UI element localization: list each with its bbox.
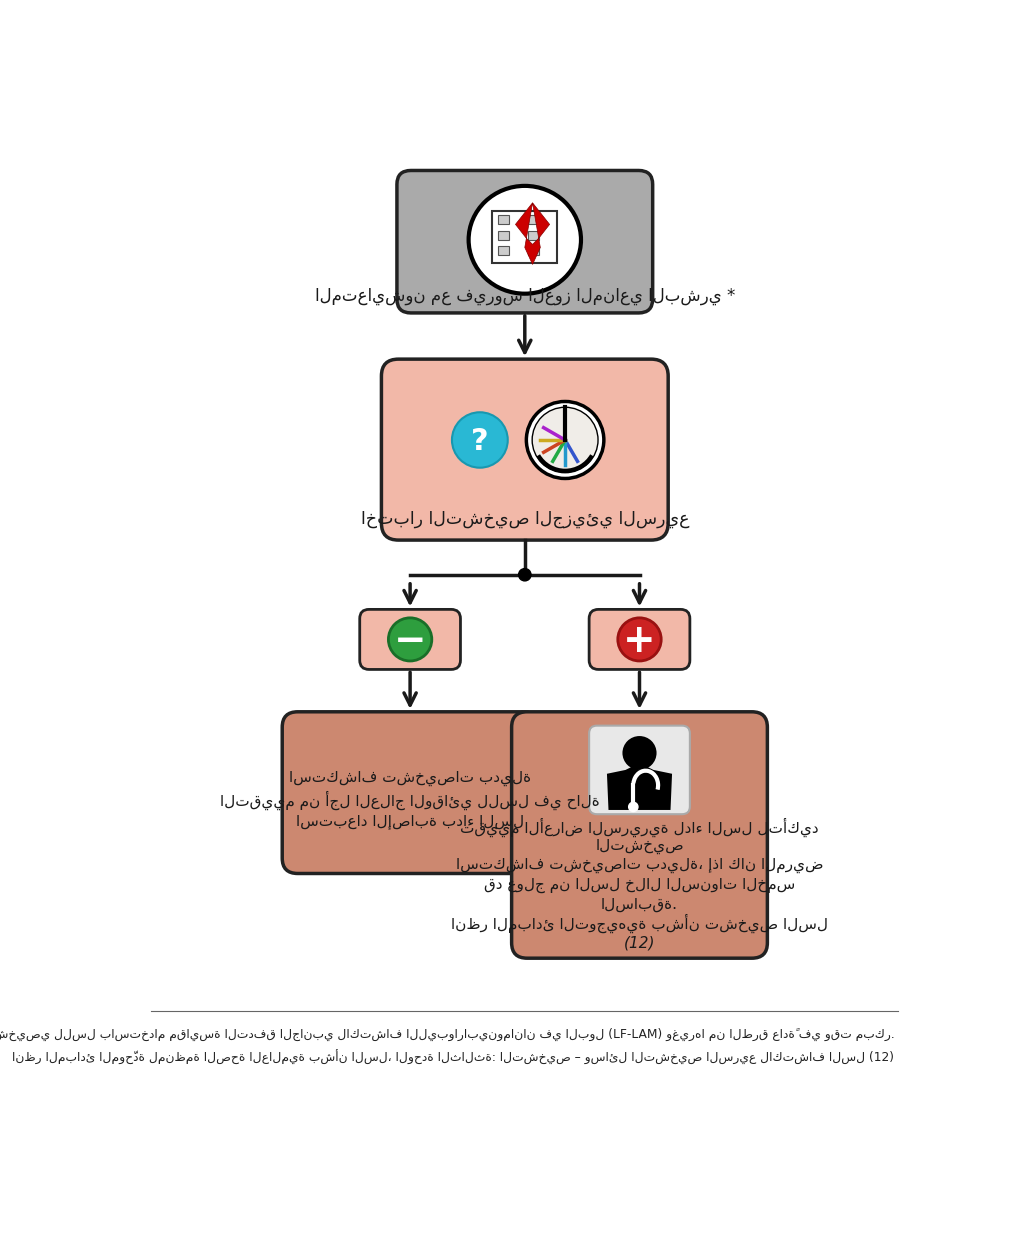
- Circle shape: [388, 618, 432, 661]
- Text: (12): (12): [624, 936, 655, 951]
- Text: التشخيص: التشخيص: [595, 839, 684, 854]
- Text: ?: ?: [471, 427, 488, 455]
- Text: انظر المبادئ التوجيهية بشأن تشخيص السل: انظر المبادئ التوجيهية بشأن تشخيص السل: [451, 913, 828, 933]
- Polygon shape: [607, 766, 672, 810]
- Text: −: −: [394, 622, 426, 660]
- Circle shape: [617, 618, 662, 661]
- FancyBboxPatch shape: [283, 712, 538, 874]
- Text: * في هذه الفئة السكانية، يُنظَر في إجراء الاختبار التشخيصي للسل باستخدام مقايسة : * في هذه الفئة السكانية، يُنظَر في إجراء…: [0, 1029, 895, 1042]
- Ellipse shape: [469, 186, 581, 294]
- FancyBboxPatch shape: [528, 215, 539, 225]
- Text: انظر المبادئ الموحّدة لمنظمة الصحة العالمية بشأن السل، الوحدة الثالثة: التشخيص –: انظر المبادئ الموحّدة لمنظمة الصحة العال…: [12, 1050, 895, 1065]
- Text: اختبار التشخيص الجزيئي السريع: اختبار التشخيص الجزيئي السريع: [360, 510, 689, 527]
- FancyBboxPatch shape: [499, 231, 509, 240]
- Circle shape: [518, 568, 531, 581]
- Circle shape: [526, 402, 604, 479]
- Circle shape: [623, 736, 656, 769]
- Text: تقييم الأعراض السريرية لداء السل لتأكيد: تقييم الأعراض السريرية لداء السل لتأكيد: [460, 818, 819, 836]
- Polygon shape: [515, 202, 550, 264]
- FancyBboxPatch shape: [528, 246, 539, 256]
- Circle shape: [532, 407, 598, 473]
- Text: السابقة.: السابقة.: [601, 897, 678, 912]
- Circle shape: [452, 412, 508, 468]
- Text: استكشاف تشخيصات بديلة، إذا كان المريض: استكشاف تشخيصات بديلة، إذا كان المريض: [456, 859, 823, 874]
- Text: المتعايشون مع فيروس العوز المناعي البشري *: المتعايشون مع فيروس العوز المناعي البشري…: [314, 287, 735, 305]
- Text: التقييم من أجل العلاج الوقائي للسل في حالة: التقييم من أجل العلاج الوقائي للسل في حا…: [220, 791, 600, 810]
- FancyBboxPatch shape: [359, 609, 461, 669]
- Text: استكشاف تشخيصات بديلة: استكشاف تشخيصات بديلة: [289, 771, 531, 787]
- Text: استبعاد الإصابة بداء السل: استبعاد الإصابة بداء السل: [296, 814, 524, 829]
- FancyBboxPatch shape: [499, 215, 509, 225]
- FancyBboxPatch shape: [397, 170, 652, 313]
- FancyBboxPatch shape: [499, 246, 509, 256]
- FancyBboxPatch shape: [528, 231, 539, 240]
- FancyBboxPatch shape: [589, 726, 690, 814]
- FancyBboxPatch shape: [381, 359, 669, 540]
- FancyBboxPatch shape: [493, 211, 557, 263]
- FancyBboxPatch shape: [512, 712, 767, 958]
- Circle shape: [629, 802, 638, 812]
- FancyBboxPatch shape: [589, 609, 690, 669]
- Text: قد عولج من السل خلال السنوات الخمس: قد عولج من السل خلال السنوات الخمس: [484, 877, 795, 892]
- Text: +: +: [624, 622, 655, 660]
